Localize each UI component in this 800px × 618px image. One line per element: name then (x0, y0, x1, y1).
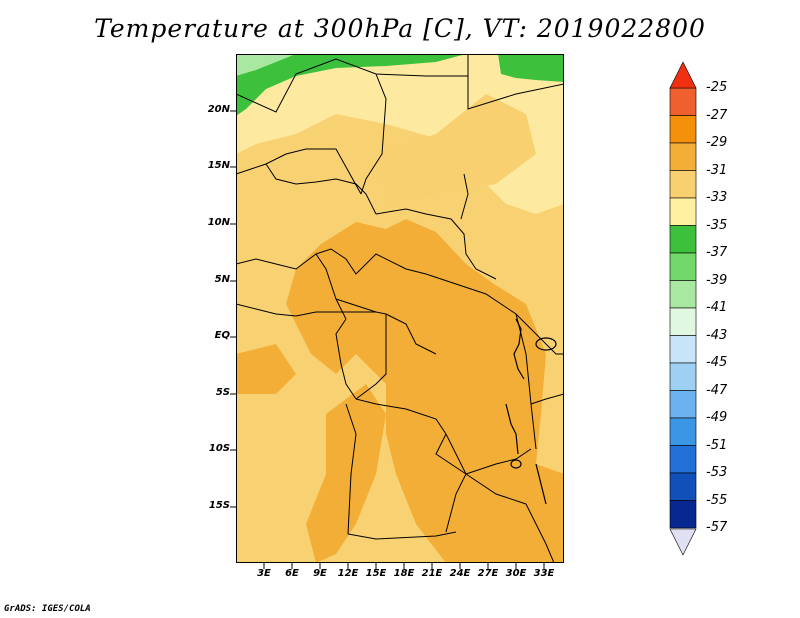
lon-label-30e: 30E (505, 568, 527, 579)
colorbar-label: -45 (706, 355, 728, 370)
colorbar-swatch (669, 225, 697, 254)
colorbar-swatch (669, 252, 697, 281)
colorbar-label: -27 (706, 108, 728, 123)
lon-label-27e: 27E (477, 568, 499, 579)
lon-label-18e: 18E (393, 568, 415, 579)
colorbar-label: -51 (706, 438, 728, 453)
lat-label-15n: 15N (207, 160, 230, 171)
lon-label-9e: 9E (313, 568, 327, 579)
colorbar-bottom-arrow (669, 528, 697, 556)
chart-title: Temperature at 300hPa [C], VT: 201902280… (94, 14, 706, 43)
colorbar-swatch (669, 500, 697, 529)
lat-label-eq: EQ (214, 330, 230, 341)
colorbar-label: -57 (706, 520, 728, 535)
temperature-map (230, 54, 564, 569)
grads-credit: GrADS: IGES/COLA (4, 604, 91, 614)
lon-ticks (263, 563, 545, 569)
coldest-region-west (236, 54, 296, 76)
lakes (505, 318, 557, 505)
lon-label-21e: 21E (421, 568, 443, 579)
warm-region-south (306, 384, 386, 563)
colorbar-swatch (669, 87, 697, 116)
colorbar-swatch (669, 417, 697, 446)
colorbar-swatch (669, 390, 697, 419)
colorbar-swatch (669, 280, 697, 309)
map-canvas (236, 54, 564, 563)
colorbar-swatch (669, 335, 697, 364)
lon-label-15e: 15E (365, 568, 387, 579)
colorbar-label: -31 (706, 163, 728, 178)
colorbar-label: -25 (706, 80, 728, 95)
colorbar-label: -35 (706, 218, 728, 233)
lat-label-20n: 20N (207, 104, 230, 115)
country-borders (236, 54, 564, 563)
lon-label-6e: 6E (285, 568, 299, 579)
colorbar-swatch (669, 472, 697, 501)
colorbar-label: -47 (706, 383, 728, 398)
warm-region-west (236, 344, 296, 394)
colorbar-label: -49 (706, 410, 728, 425)
colorbar-label: -41 (706, 300, 728, 315)
map-frame (236, 54, 564, 563)
lon-label-24e: 24E (449, 568, 471, 579)
cold-region-green-west (236, 54, 466, 116)
lon-label-3e: 3E (257, 568, 271, 579)
lat-label-15s: 15S (208, 500, 230, 511)
colorbar-label: -39 (706, 273, 728, 288)
lat-label-10s: 10S (208, 443, 230, 454)
lat-label-5s: 5S (215, 387, 230, 398)
lon-label-33e: 33E (533, 568, 555, 579)
colorbar-label: -29 (706, 135, 728, 150)
colorbar-label: -33 (706, 190, 728, 205)
lat-ticks (230, 110, 236, 508)
colorbar-label: -43 (706, 328, 728, 343)
colorbar-swatch (669, 170, 697, 199)
lat-label-10n: 10N (207, 217, 230, 228)
colorbar-swatch (669, 362, 697, 391)
lat-label-5n: 5N (214, 274, 230, 285)
colorbar-label: -37 (706, 245, 728, 260)
colorbar-swatch (669, 307, 697, 336)
cold-region-green-east (498, 54, 564, 82)
colorbar-label: -53 (706, 465, 728, 480)
colorbar-label: -55 (706, 493, 728, 508)
lon-label-12e: 12E (337, 568, 359, 579)
colorbar-swatch (669, 445, 697, 474)
colorbar-swatch (669, 142, 697, 171)
colorbar-swatch (669, 115, 697, 144)
colorbar-top-arrow (669, 61, 697, 89)
colorbar-swatch (669, 197, 697, 226)
mid-region-north (376, 94, 536, 204)
colorbar (669, 61, 697, 556)
